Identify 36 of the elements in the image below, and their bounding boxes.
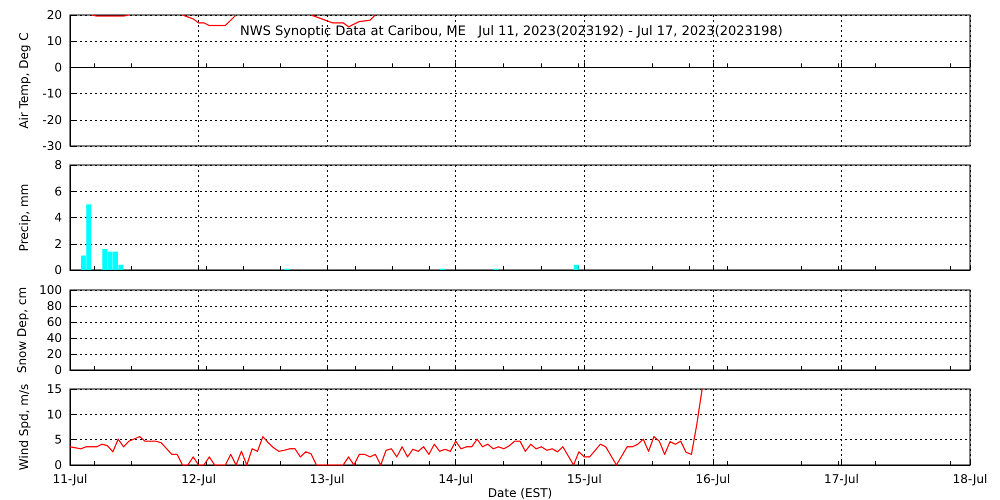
y-tick-label: 80	[46, 299, 62, 313]
y-axis-title: Air Temp, Deg C	[17, 32, 31, 129]
y-tick-label: 0	[54, 60, 62, 74]
x-tick-label: 15-Jul	[566, 472, 602, 486]
y-tick-label: 10	[46, 34, 62, 48]
x-tick-label: 16-Jul	[695, 472, 730, 486]
y-axis-title: Precip, mm	[17, 184, 31, 252]
y-tick-label: -10	[42, 86, 62, 101]
x-axis-title: Date (EST)	[488, 486, 552, 500]
y-tick-label: 20	[46, 347, 62, 361]
y-tick-label: 6	[54, 184, 62, 198]
y-tick-label: 40	[46, 331, 62, 345]
y-tick-label: 20	[46, 8, 62, 22]
y-tick-label: -30	[42, 139, 62, 153]
y-axis-title: Wind Spd, m/s	[17, 384, 31, 470]
x-tick-label: 12-Jul	[181, 472, 216, 486]
y-axis-title: Snow Dep, cm	[15, 286, 30, 374]
y-tick-label: 4	[54, 210, 62, 224]
y-tick-label: 0	[54, 363, 62, 377]
y-tick-label: 0	[54, 263, 62, 277]
y-tick-label: 60	[46, 315, 62, 329]
x-tick-label: 17-Jul	[824, 472, 859, 486]
y-tick-label: 100	[39, 283, 62, 297]
y-tick-label: 15	[46, 382, 62, 396]
y-tick-label: 10	[46, 407, 62, 422]
y-tick-label: 0	[54, 458, 62, 472]
y-tick-label: -20	[42, 112, 62, 127]
x-tick-label: 14-Jul	[438, 472, 474, 486]
y-tick-label: 8	[54, 158, 62, 172]
y-tick-label: 2	[54, 236, 62, 251]
x-tick-label: 13-Jul	[310, 472, 345, 486]
x-tick-label: 11-Jul	[52, 472, 88, 486]
bar	[574, 264, 579, 270]
line-series	[69, 388, 703, 466]
y-tick-label: 5	[54, 432, 62, 447]
x-tick-label: 18-Jul	[952, 472, 988, 486]
